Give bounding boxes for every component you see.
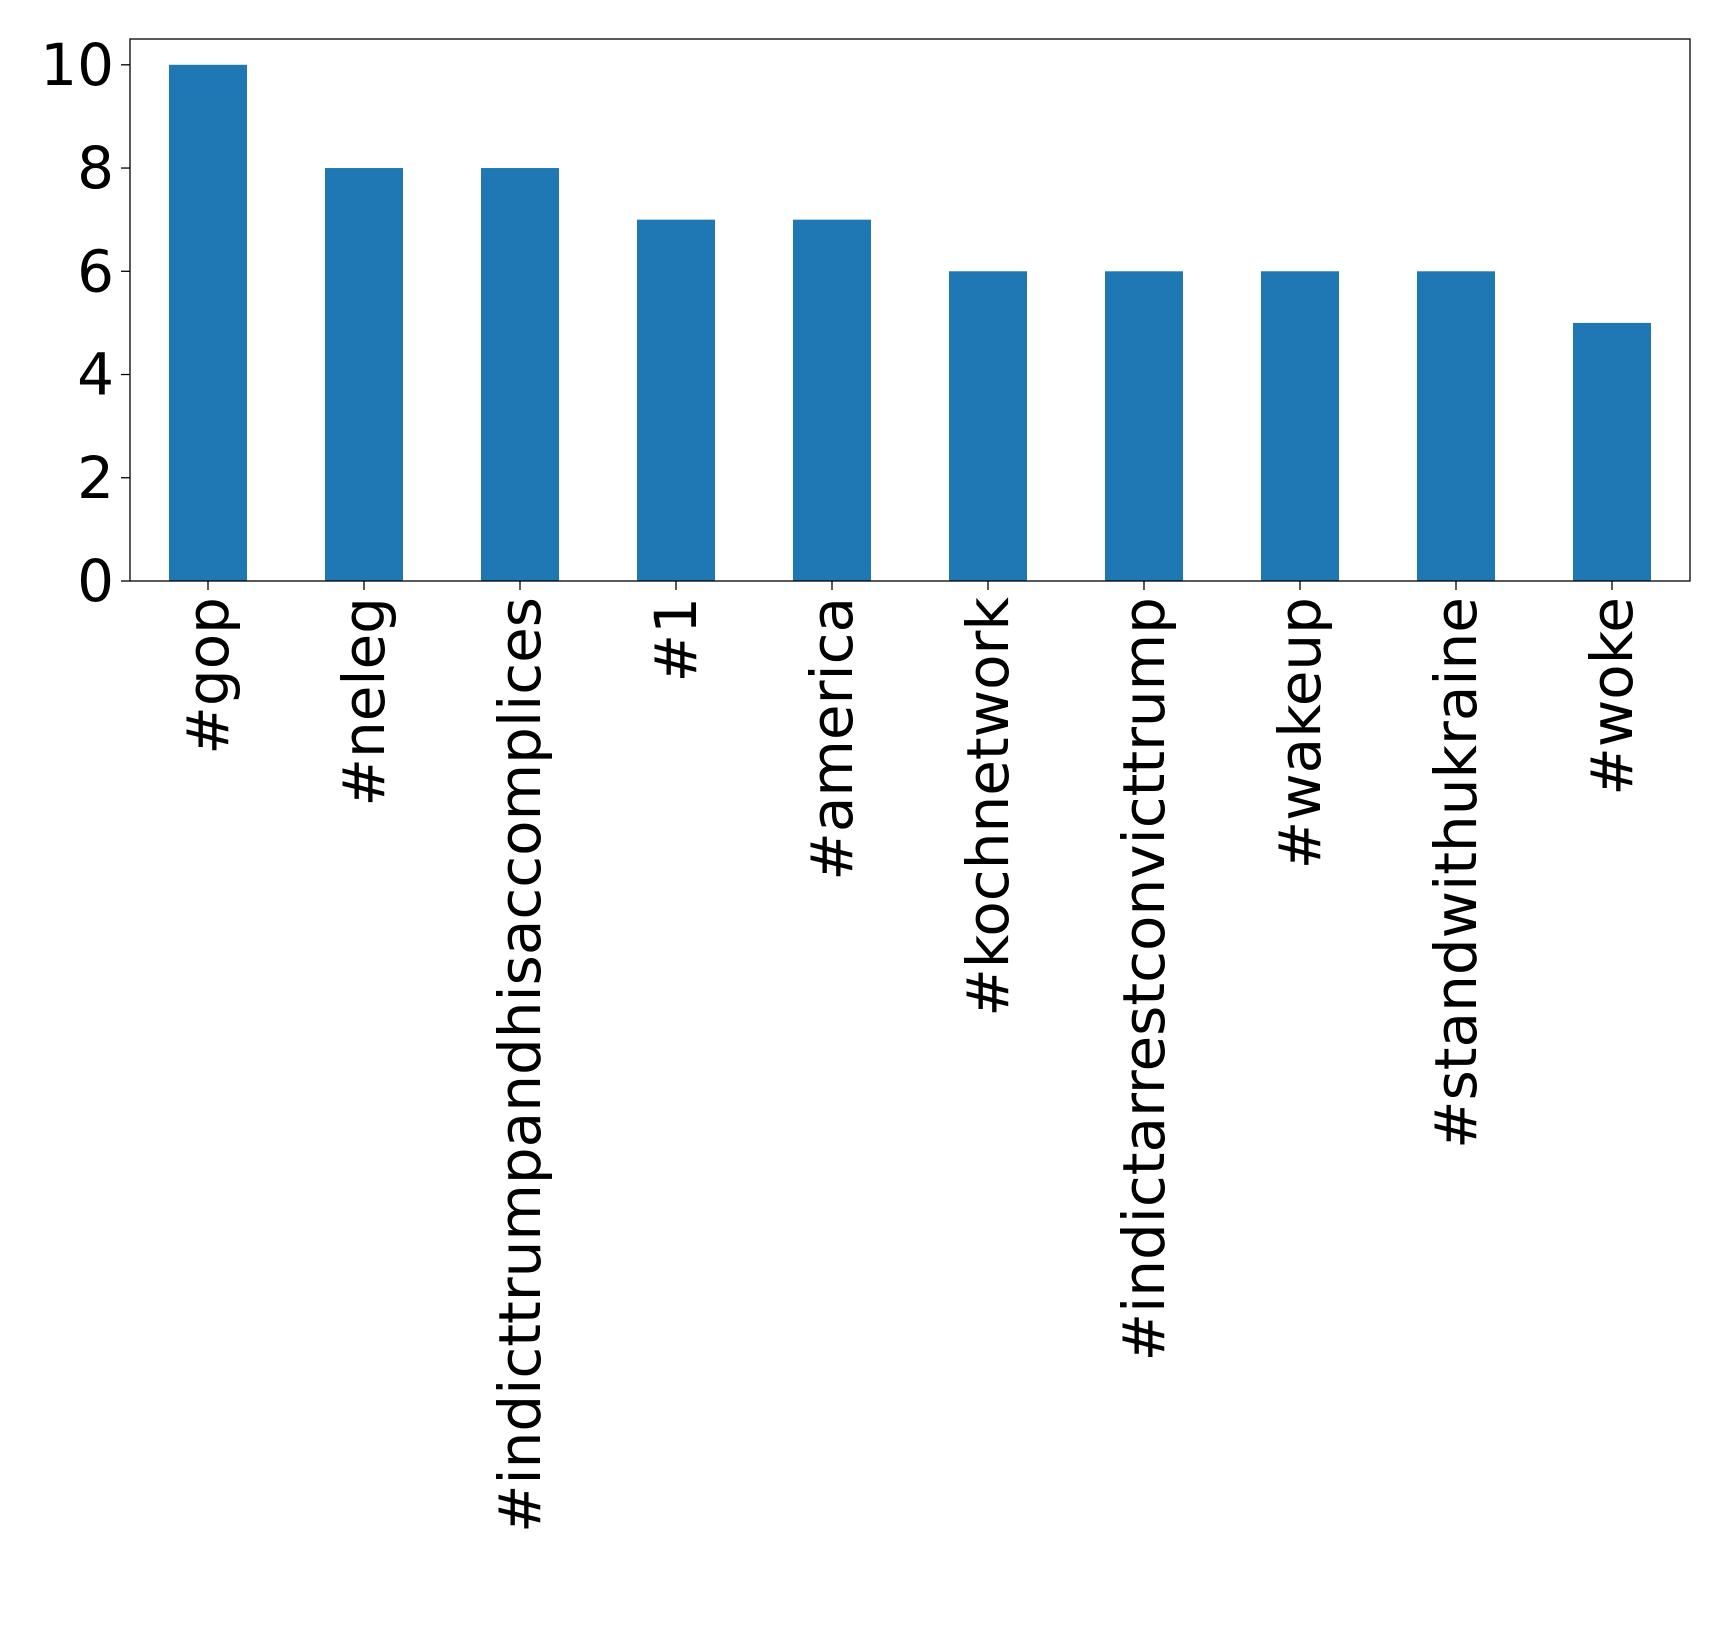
bar-5 xyxy=(949,271,1027,581)
y-tick-label-5: 10 xyxy=(40,31,114,99)
x-tick-label-1: #neleg xyxy=(330,597,398,807)
y-tick-label-4: 8 xyxy=(77,134,114,202)
y-axis: 0 2 4 6 8 10 xyxy=(40,31,130,615)
bars-group xyxy=(169,64,1651,582)
y-tick-label-3: 6 xyxy=(77,237,114,305)
y-tick-label-2: 4 xyxy=(77,341,114,409)
bar-8 xyxy=(1417,271,1495,581)
x-tick-label-4: #america xyxy=(798,597,866,881)
x-tick-label-7: #wakeup xyxy=(1266,597,1334,869)
x-tick-label-6: #indictarrestconvicttrump xyxy=(1110,597,1178,1361)
x-tick-label-9: #woke xyxy=(1578,597,1646,796)
bar-3 xyxy=(637,219,715,581)
x-tick-label-3: #1 xyxy=(642,597,710,683)
bar-9 xyxy=(1573,322,1651,581)
bar-7 xyxy=(1261,271,1339,581)
y-tick-label-1: 2 xyxy=(77,444,114,512)
x-axis: #gop #neleg #indicttrumpandhisaccomplices #… xyxy=(174,581,1646,1533)
plot-frame xyxy=(129,38,1691,582)
x-tick-label-8: #standwithukraine xyxy=(1422,597,1490,1149)
bar-2 xyxy=(481,168,559,582)
y-tick-label-0: 0 xyxy=(77,547,114,615)
bar-6 xyxy=(1105,271,1183,581)
bar-0 xyxy=(169,64,247,582)
x-tick-label-0: #gop xyxy=(174,597,242,755)
x-tick-label-5: #kochnetwork xyxy=(954,597,1022,1017)
bar-4 xyxy=(793,219,871,581)
bar-1 xyxy=(325,168,403,582)
x-tick-label-2: #indicttrumpandhisaccomplices xyxy=(486,597,554,1533)
